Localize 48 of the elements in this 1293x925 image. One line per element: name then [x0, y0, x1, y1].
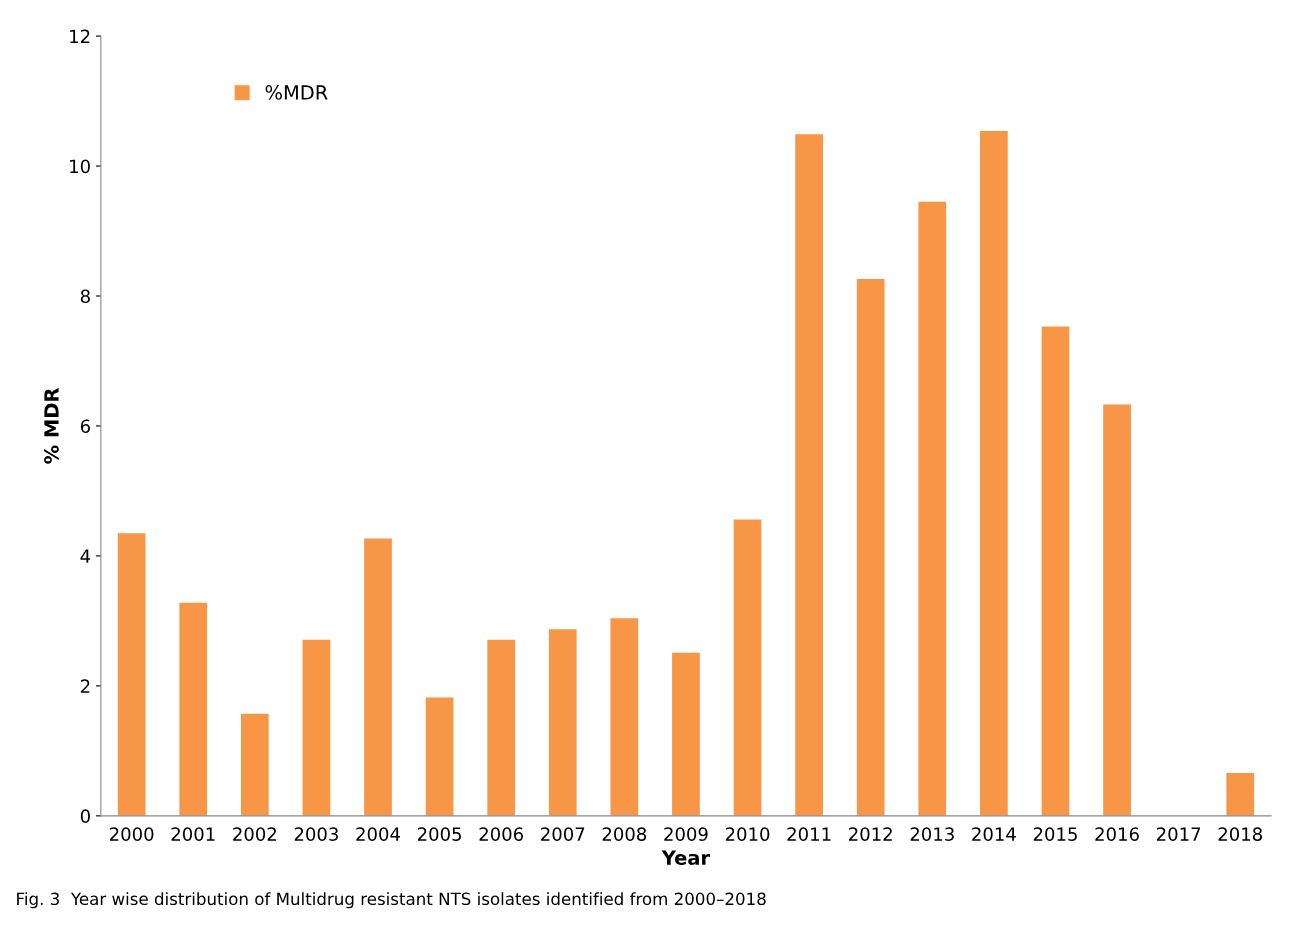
x-tick-label: 2001 — [171, 827, 215, 841]
bar — [1226, 772, 1255, 816]
x-tick-label: 2007 — [541, 827, 585, 841]
bar — [1041, 326, 1070, 816]
bar — [364, 538, 392, 816]
bar — [425, 697, 454, 816]
x-tick-label: 2009 — [664, 827, 708, 841]
x-tick-label: 2015 — [1033, 827, 1077, 841]
bar — [795, 134, 823, 816]
x-tick-label: 2008 — [602, 827, 647, 841]
bar — [1103, 404, 1131, 816]
x-tick-label: 2012 — [849, 827, 892, 841]
x-tick-label: 2011 — [787, 827, 831, 841]
bar — [179, 602, 208, 816]
bar — [117, 533, 146, 816]
x-tick-label: 2003 — [294, 827, 338, 841]
bar — [302, 639, 331, 816]
x-tick-label: 2016 — [1095, 827, 1139, 841]
y-tick-label: 8 — [80, 289, 90, 304]
x-tick-label: 2005 — [417, 827, 461, 841]
bar — [487, 639, 516, 816]
y-tick-label: 0 — [80, 809, 90, 823]
bar — [980, 130, 1008, 816]
y-tick-label: 6 — [80, 419, 90, 434]
y-axis-title: % MDR — [44, 388, 59, 464]
y-tick-label: 12 — [70, 29, 90, 43]
bar — [610, 618, 639, 816]
bar — [918, 201, 947, 816]
x-tick-label: 2013 — [910, 827, 954, 841]
x-tick-label: 2018 — [1218, 827, 1262, 841]
x-tick-label: 2010 — [725, 827, 770, 841]
x-tick-label: 2017 — [1156, 827, 1201, 841]
y-tick-label: 2 — [80, 679, 90, 693]
x-tick-label: 2002 — [233, 827, 276, 841]
bar — [856, 279, 885, 816]
x-tick-label: 2004 — [356, 827, 400, 841]
legend-label: %MDR — [265, 85, 328, 100]
x-tick-label: 2006 — [479, 827, 524, 841]
bar — [672, 652, 700, 816]
bar — [240, 713, 269, 816]
bar — [733, 519, 762, 816]
x-tick-label: 2000 — [110, 827, 154, 841]
y-tick-label: 4 — [80, 549, 91, 563]
bar — [548, 629, 577, 816]
x-tick-label: 2014 — [972, 827, 1016, 841]
y-tick-label: 10 — [70, 159, 90, 174]
x-axis-title: Year — [661, 850, 710, 866]
caption: Fig. 3 Year wise distribution of Multidrug resistant NTS isolates identified from 2000–2018 — [17, 892, 766, 909]
